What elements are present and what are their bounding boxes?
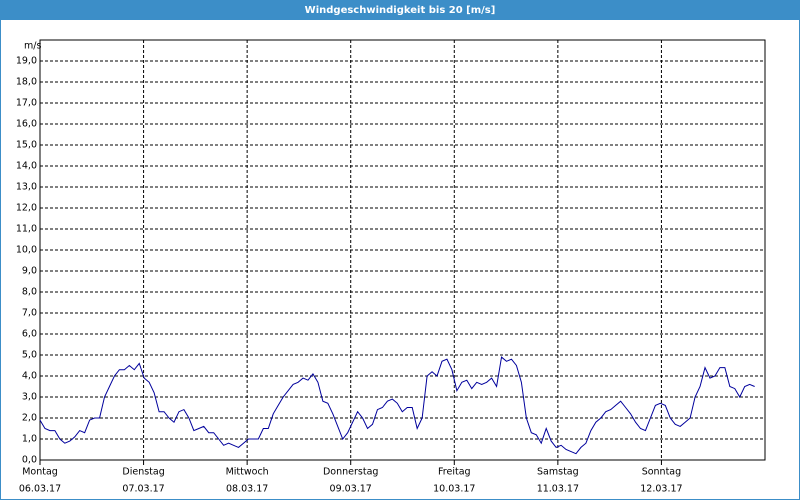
y-tick-label: 18,0 — [16, 77, 37, 88]
y-tick-label: 11,0 — [16, 224, 37, 235]
x-tick-date: 08.03.17 — [226, 484, 268, 495]
y-axis-label: m/s — [24, 41, 41, 52]
y-tick-label: 13,0 — [16, 182, 37, 193]
y-tick-label: 6,0 — [22, 329, 37, 340]
y-tick-label: 8,0 — [22, 287, 37, 298]
data-line — [39, 356, 755, 455]
y-tick-label: 7,0 — [22, 308, 37, 319]
x-tick-date: 12.03.17 — [640, 484, 682, 495]
y-tick-label: 14,0 — [16, 161, 37, 172]
y-tick-label: 2,0 — [22, 413, 37, 424]
x-tick-label: Samstag — [537, 467, 579, 478]
x-tick-label: Mittwoch — [226, 467, 269, 478]
y-tick-label: 17,0 — [16, 98, 37, 109]
y-tick-label: 12,0 — [16, 203, 37, 214]
y-tick-label: 16,0 — [16, 119, 37, 130]
y-tick-label: 3,0 — [22, 392, 37, 403]
title-bar — [0, 0, 800, 19]
y-tick-label: 10,0 — [16, 245, 37, 256]
y-tick-label: 19,0 — [16, 56, 37, 67]
x-tick-date: 07.03.17 — [122, 484, 164, 495]
x-tick-date: 09.03.17 — [330, 484, 372, 495]
x-tick-label: Dienstag — [122, 467, 164, 478]
chart-title: Windgeschwindigkeit bis 20 [m/s] — [305, 5, 496, 16]
y-tick-label: 9,0 — [22, 266, 37, 277]
y-tick-label: 4,0 — [22, 371, 37, 382]
x-tick-date: 11.03.17 — [537, 484, 579, 495]
x-tick-label: Montag — [22, 467, 58, 478]
x-tick-date: 06.03.17 — [19, 484, 61, 495]
y-tick-label: 1,0 — [22, 434, 37, 445]
x-tick-label: Donnerstag — [323, 467, 378, 478]
x-tick-label: Freitag — [438, 467, 471, 478]
plot-border — [39, 39, 766, 461]
x-tick-label: Sonntag — [642, 467, 681, 478]
y-tick-label: 5,0 — [22, 350, 37, 361]
x-tick-date: 10.03.17 — [433, 484, 475, 495]
y-tick-label: 15,0 — [16, 140, 37, 151]
y-tick-label: 0,0 — [22, 455, 37, 466]
